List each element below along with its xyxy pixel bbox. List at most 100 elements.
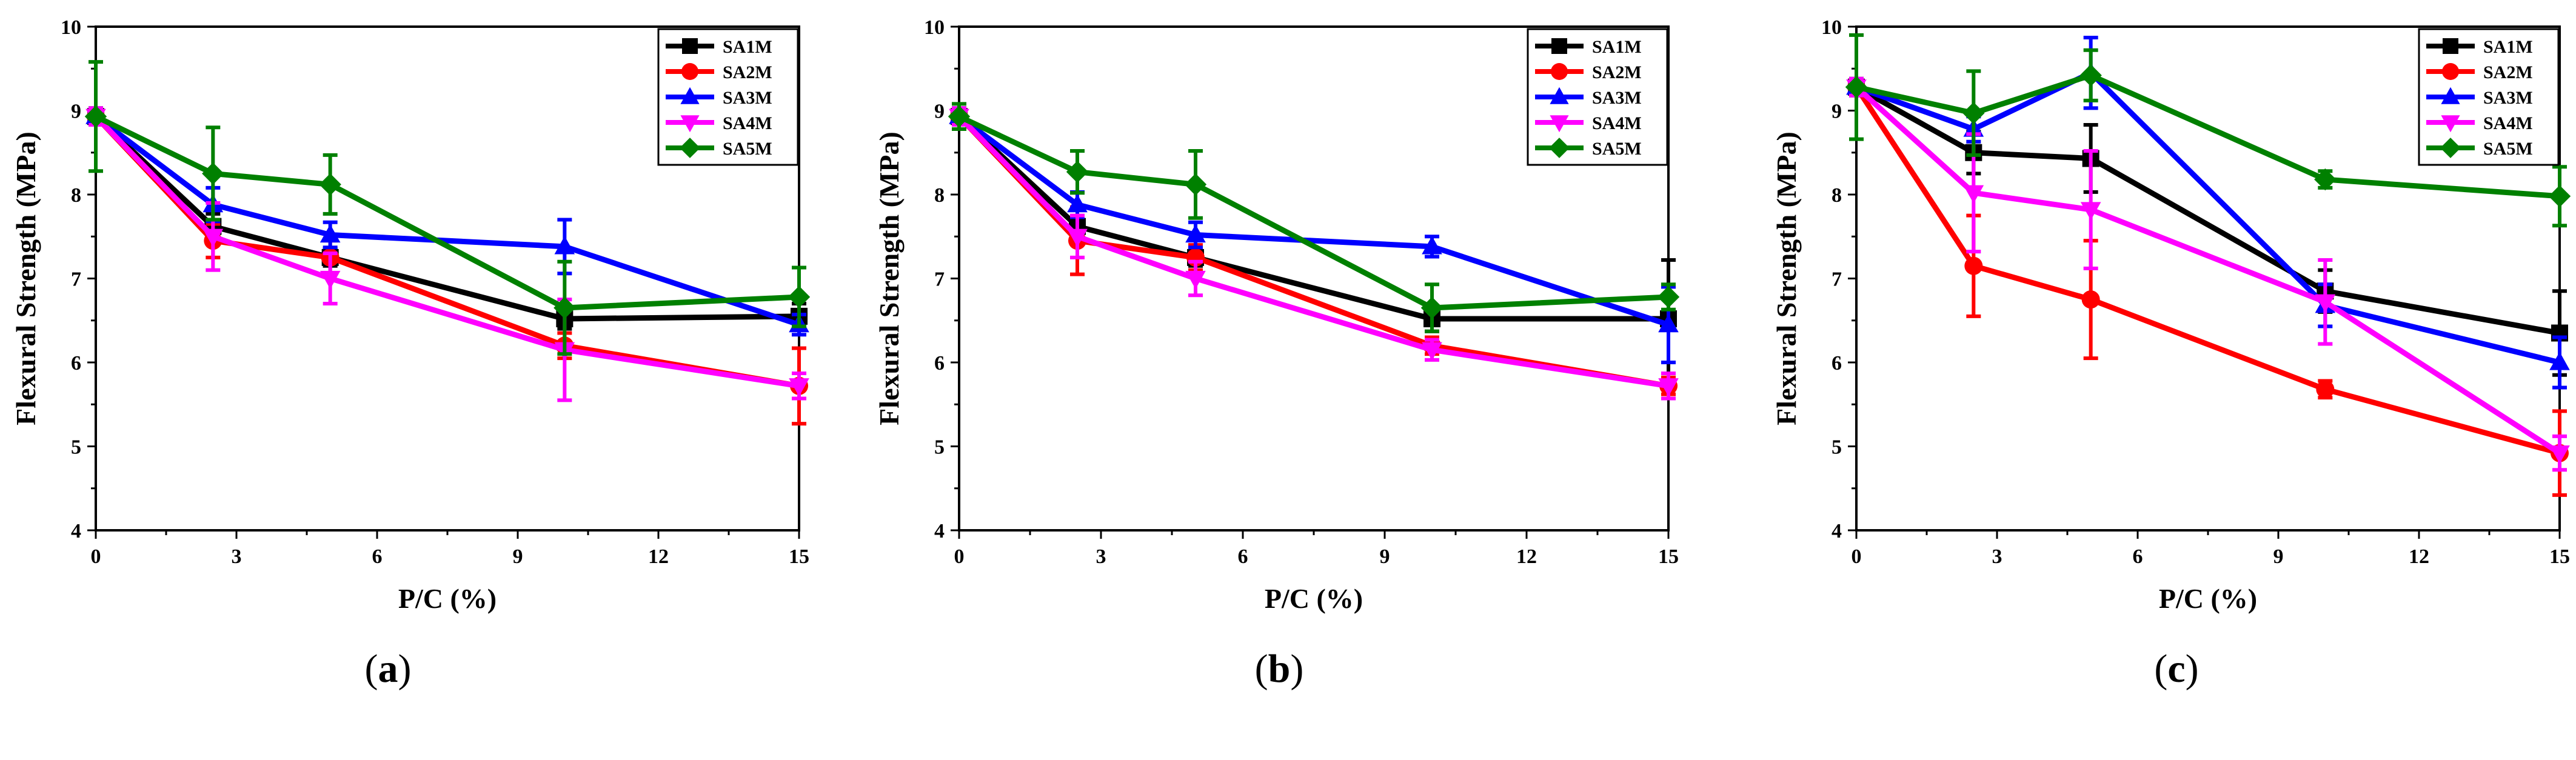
caption-c: (c) [2154, 647, 2198, 691]
y-tick-label: 5 [934, 436, 945, 459]
data-point [2548, 185, 2571, 207]
data-point [1963, 185, 1984, 204]
data-point [319, 173, 341, 196]
legend: SA1M SA2M SA3M SA4M SA5M [2418, 28, 2560, 166]
legend: SA1M SA2M SA3M SA4M SA5M [657, 28, 799, 166]
x-tick-label: 6 [2133, 545, 2143, 568]
legend-label-SA3M: SA3M [2483, 88, 2533, 108]
y-tick-label: 6 [934, 352, 945, 375]
data-point [1067, 194, 1088, 213]
data-point [1185, 270, 1206, 289]
x-tick-label: 3 [232, 545, 242, 568]
x-axis-title: P/C (%) [2159, 583, 2257, 614]
x-tick-label: 12 [648, 545, 669, 568]
series-SA4M [1846, 76, 2570, 472]
y-tick-label: 9 [1832, 101, 1842, 123]
legend-marker-SA2M [2442, 63, 2459, 80]
x-tick-label: 6 [372, 545, 383, 568]
legend-label-SA2M: SA2M [1592, 62, 1642, 82]
data-point [2081, 290, 2100, 309]
x-axis-title: P/C (%) [398, 583, 497, 614]
chart-c: 4 5 6 7 8 9 10 0 3 6 9 12 15 P/C (%) Flexural Strength… [1771, 16, 2571, 691]
x-tick-label: 12 [2409, 545, 2429, 568]
y-tick-label: 7 [1832, 268, 1842, 291]
caption-a: (a) [365, 647, 412, 691]
legend-marker-SA5M [680, 138, 700, 158]
legend-label-SA2M: SA2M [723, 62, 772, 82]
data-point [319, 224, 341, 243]
y-tick-label: 6 [1832, 352, 1842, 375]
legend-marker-SA5M [2440, 138, 2461, 158]
data-point [1067, 228, 1088, 247]
data-point [2549, 352, 2570, 370]
legend-marker-SA4M [680, 115, 700, 133]
chart-a: 4 5 6 7 8 9 10 0 3 6 9 12 15 P/C (%) Flexural Strength… [10, 16, 811, 691]
y-tick-label: 4 [934, 520, 945, 542]
data-point [1964, 256, 1983, 275]
legend-marker-SA2M [681, 63, 698, 80]
legend-marker-SA1M [1551, 38, 1567, 54]
x-tick-label: 9 [2273, 545, 2284, 568]
legend-marker-SA1M [682, 38, 698, 54]
data-point [2549, 445, 2570, 464]
x-tick-label: 0 [954, 545, 965, 568]
y-tick-label: 8 [1832, 184, 1842, 207]
y-tick-label: 9 [71, 101, 81, 123]
legend-label-SA2M: SA2M [2483, 62, 2533, 82]
data-point [788, 285, 811, 308]
y-tick-label: 4 [71, 520, 81, 542]
y-tick-label: 10 [924, 16, 945, 39]
y-tick-label: 5 [1832, 436, 1842, 459]
legend-label-SA5M: SA5M [1592, 139, 1642, 159]
legend-label-SA3M: SA3M [1592, 88, 1642, 108]
legend-marker-SA4M [2441, 115, 2460, 133]
y-tick-label: 7 [934, 268, 945, 291]
data-point [1845, 76, 1868, 98]
x-tick-label: 6 [1238, 545, 1248, 568]
y-tick-label: 8 [934, 184, 945, 207]
y-axis-title: Flexural Strength (MPa) [874, 132, 905, 425]
data-point [948, 105, 971, 128]
data-point [2314, 168, 2337, 191]
legend-marker-SA2M [1551, 63, 1568, 80]
legend-marker-SA3M [680, 87, 700, 104]
data-point [319, 270, 341, 289]
legend-label-SA1M: SA1M [1592, 37, 1642, 57]
legend-label-SA5M: SA5M [723, 139, 772, 159]
legend-label-SA4M: SA4M [1592, 113, 1642, 133]
chart-b: 4 5 6 7 8 9 10 0 3 6 9 12 15 P/C (%) Flexural Strength… [874, 16, 1680, 691]
legend-label-SA1M: SA1M [2483, 37, 2533, 57]
y-tick-label: 9 [934, 101, 945, 123]
y-tick-label: 6 [71, 352, 81, 375]
x-tick-label: 3 [1992, 545, 2002, 568]
data-point [1185, 224, 1206, 243]
data-point [1658, 314, 1679, 333]
series-SA5M [1845, 33, 2571, 228]
caption-b: (b) [1255, 647, 1304, 691]
y-axis-title: Flexural Strength (MPa) [10, 132, 41, 425]
data-point [2080, 202, 2101, 221]
x-axis-title: P/C (%) [1265, 583, 1363, 614]
legend-label-SA5M: SA5M [2483, 139, 2533, 159]
legend-marker-SA3M [1550, 87, 1569, 104]
series-SA5M [948, 102, 1680, 333]
y-tick-label: 4 [1832, 520, 1842, 542]
series-SA5M [84, 60, 811, 356]
data-point [1422, 342, 1442, 361]
legend-label-SA4M: SA4M [723, 113, 772, 133]
y-tick-label: 10 [61, 16, 81, 39]
data-point [1422, 236, 1442, 255]
legend-marker-SA4M [1550, 115, 1569, 133]
x-tick-label: 3 [1096, 545, 1106, 568]
y-axis-title: Flexural Strength (MPa) [1771, 132, 1802, 425]
data-point [84, 105, 107, 128]
data-point [554, 236, 575, 255]
data-point [1066, 161, 1089, 183]
data-point [1420, 296, 1444, 319]
legend-label-SA4M: SA4M [2483, 113, 2533, 133]
data-point [1658, 378, 1679, 397]
data-point [554, 296, 576, 319]
legend-marker-SA5M [1549, 138, 1570, 158]
x-tick-label: 9 [1380, 545, 1390, 568]
